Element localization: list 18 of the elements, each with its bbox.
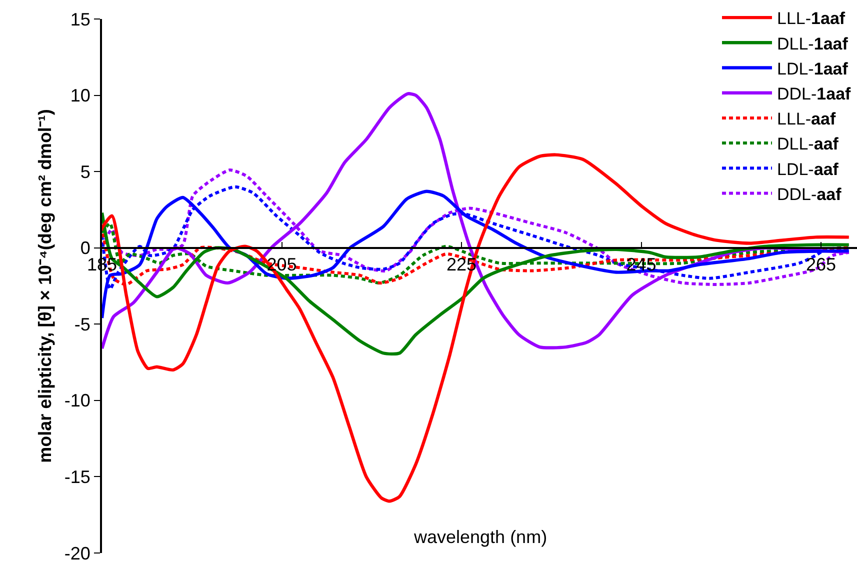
- legend-label: LLL-1aaf: [777, 9, 846, 28]
- y-axis-title: molar elipticity, [θ] × 10⁻⁴(deg cm² dmol⁻¹): [35, 109, 56, 463]
- legend-label: DLL-1aaf: [777, 34, 848, 54]
- y-tick-label: -10: [64, 390, 90, 411]
- legend-label: DDL-aaf: [777, 184, 842, 204]
- legend-label: LDL-1aaf: [777, 59, 848, 78]
- y-tick-label: -20: [64, 543, 90, 564]
- y-tick-label: 10: [70, 86, 90, 106]
- y-tick-label: 5: [80, 162, 90, 182]
- legend-label: DLL-aaf: [777, 134, 839, 154]
- y-tick-label: 0: [80, 238, 90, 258]
- y-tick-label: -15: [64, 467, 90, 488]
- legend-label: DDL-1aaf: [777, 84, 852, 104]
- y-tick-label: -5: [74, 314, 90, 334]
- legend-label: LDL-aaf: [777, 160, 839, 179]
- y-tick-label: 15: [70, 9, 90, 30]
- x-axis-title: wavelength (nm): [413, 527, 548, 547]
- legend-label: LLL-aaf: [777, 110, 836, 129]
